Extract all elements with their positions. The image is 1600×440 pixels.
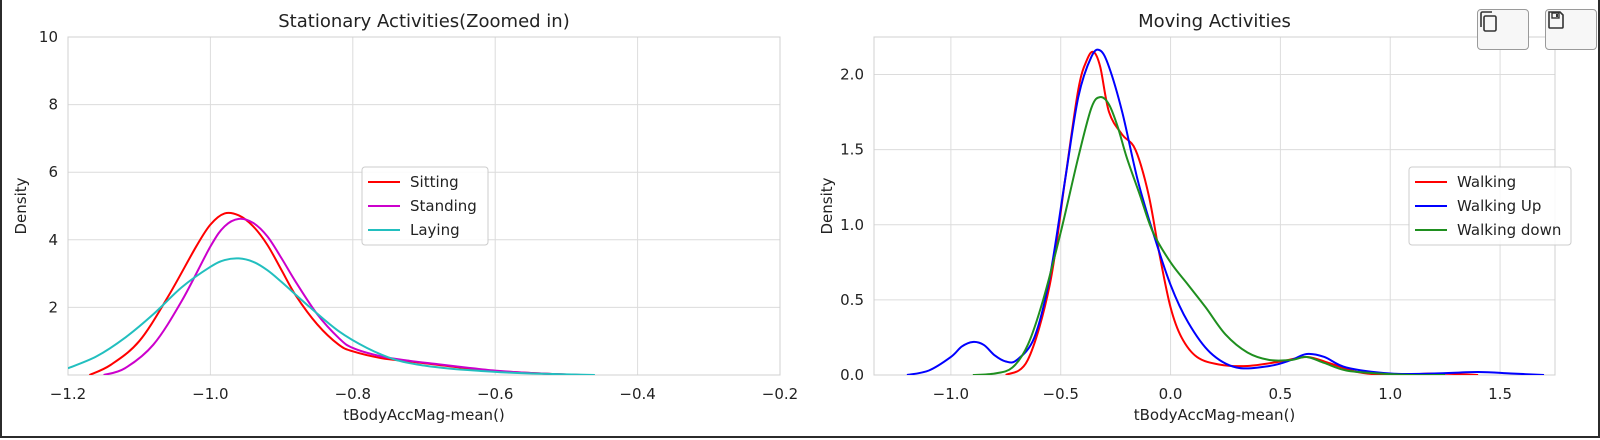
chart1-y-tick-label: 6 bbox=[48, 163, 58, 181]
chart2-legend-label-walking-down: Walking down bbox=[1457, 221, 1561, 239]
chart1-legend-box bbox=[361, 166, 489, 246]
chart2-x-tick-label: 0.0 bbox=[1159, 385, 1183, 403]
chart1-y-axis-label: Density bbox=[12, 177, 30, 234]
chart2-y-tick-label: 0.5 bbox=[840, 291, 864, 309]
chart1-series-line-standing bbox=[103, 217, 581, 375]
chart1-legend-label-laying: Laying bbox=[410, 221, 460, 239]
chart2-x-tick-label: 1.0 bbox=[1378, 385, 1402, 403]
chart2-legend-box bbox=[1408, 166, 1572, 246]
chart1-x-tick-label: −1.2 bbox=[50, 385, 86, 403]
chart2-series-line-walking-down bbox=[972, 96, 1446, 375]
chart1-title: Stationary Activities(Zoomed in) bbox=[278, 11, 569, 32]
chart1-y-tick-label: 2 bbox=[48, 298, 58, 316]
chart2-x-tick-label: 0.5 bbox=[1268, 385, 1292, 403]
chart2-x-axis-label: tBodyAccMag-mean() bbox=[1134, 406, 1296, 424]
chart1-x-tick-label: −0.2 bbox=[762, 385, 798, 403]
chart2-x-tick-label: −0.5 bbox=[1043, 385, 1079, 403]
chart2-series-line-walking-up bbox=[906, 48, 1545, 375]
chart1-series-line-sitting bbox=[88, 211, 581, 375]
chart1-x-tick-label: −1.0 bbox=[192, 385, 228, 403]
save-button[interactable] bbox=[1545, 9, 1597, 50]
chart1-x-tick-label: −0.8 bbox=[335, 385, 371, 403]
chart1-x-axis-label: tBodyAccMag-mean() bbox=[343, 406, 505, 424]
chart2-y-tick-label: 2.0 bbox=[840, 66, 864, 84]
chart1-x-tick-label: −0.6 bbox=[477, 385, 513, 403]
chart1-y-tick-label: 10 bbox=[39, 28, 58, 46]
chart2-y-tick-label: 1.5 bbox=[840, 141, 864, 159]
chart2-x-tick-label: 1.5 bbox=[1488, 385, 1512, 403]
chart1-y-tick-label: 8 bbox=[48, 96, 58, 114]
copy-button[interactable] bbox=[1477, 9, 1529, 50]
chart1-legend-label-standing: Standing bbox=[410, 197, 477, 215]
chart1-legend-label-sitting: Sitting bbox=[410, 173, 459, 191]
chart2-y-tick-label: 0.0 bbox=[840, 366, 864, 384]
chart2-y-axis-label: Density bbox=[818, 177, 836, 234]
chart2-x-tick-label: −1.0 bbox=[933, 385, 969, 403]
chart1-y-tick-label: 4 bbox=[48, 231, 58, 249]
chart1-x-tick-label: −0.4 bbox=[619, 385, 655, 403]
chart1-series-line-laying bbox=[68, 257, 595, 375]
chart1-plot-frame bbox=[67, 36, 781, 376]
chart2-legend-label-walking: Walking bbox=[1457, 173, 1516, 191]
chart2-legend-label-walking-up: Walking Up bbox=[1457, 197, 1541, 215]
chart2-y-tick-label: 1.0 bbox=[840, 216, 864, 234]
chart2-title: Moving Activities bbox=[1138, 11, 1291, 32]
